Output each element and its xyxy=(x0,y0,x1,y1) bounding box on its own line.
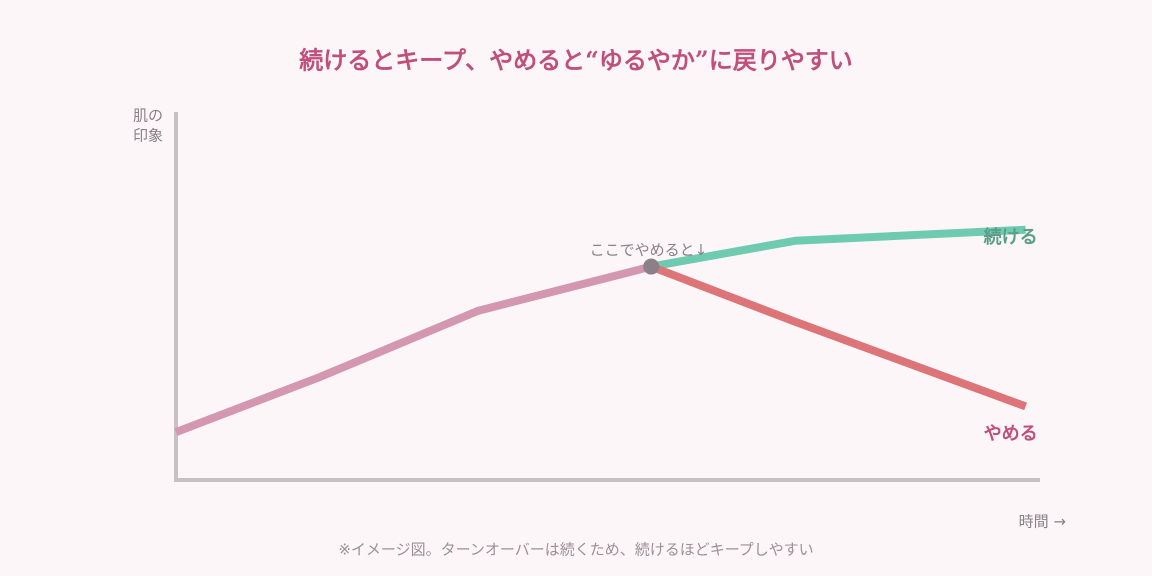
y-axis-label: 印象 xyxy=(133,127,163,145)
note: ※イメージ図。ターンオーバーは続くため、続けるほどキープしやすい xyxy=(338,541,813,559)
series-line xyxy=(650,225,1026,271)
series-line xyxy=(649,262,1027,411)
series-label: 続ける xyxy=(983,226,1038,248)
chart-title: 続けるとキープ、やめると“ゆるやか”に戻りやすい xyxy=(299,46,852,75)
y-axis-label: 肌の xyxy=(133,107,163,125)
x-axis-label: 時間 → xyxy=(1019,513,1066,531)
series-line xyxy=(174,262,653,436)
annotation-point xyxy=(643,258,660,275)
series-label: やめる xyxy=(984,423,1038,444)
annotation-text: ここでやめると↓ xyxy=(590,241,708,259)
